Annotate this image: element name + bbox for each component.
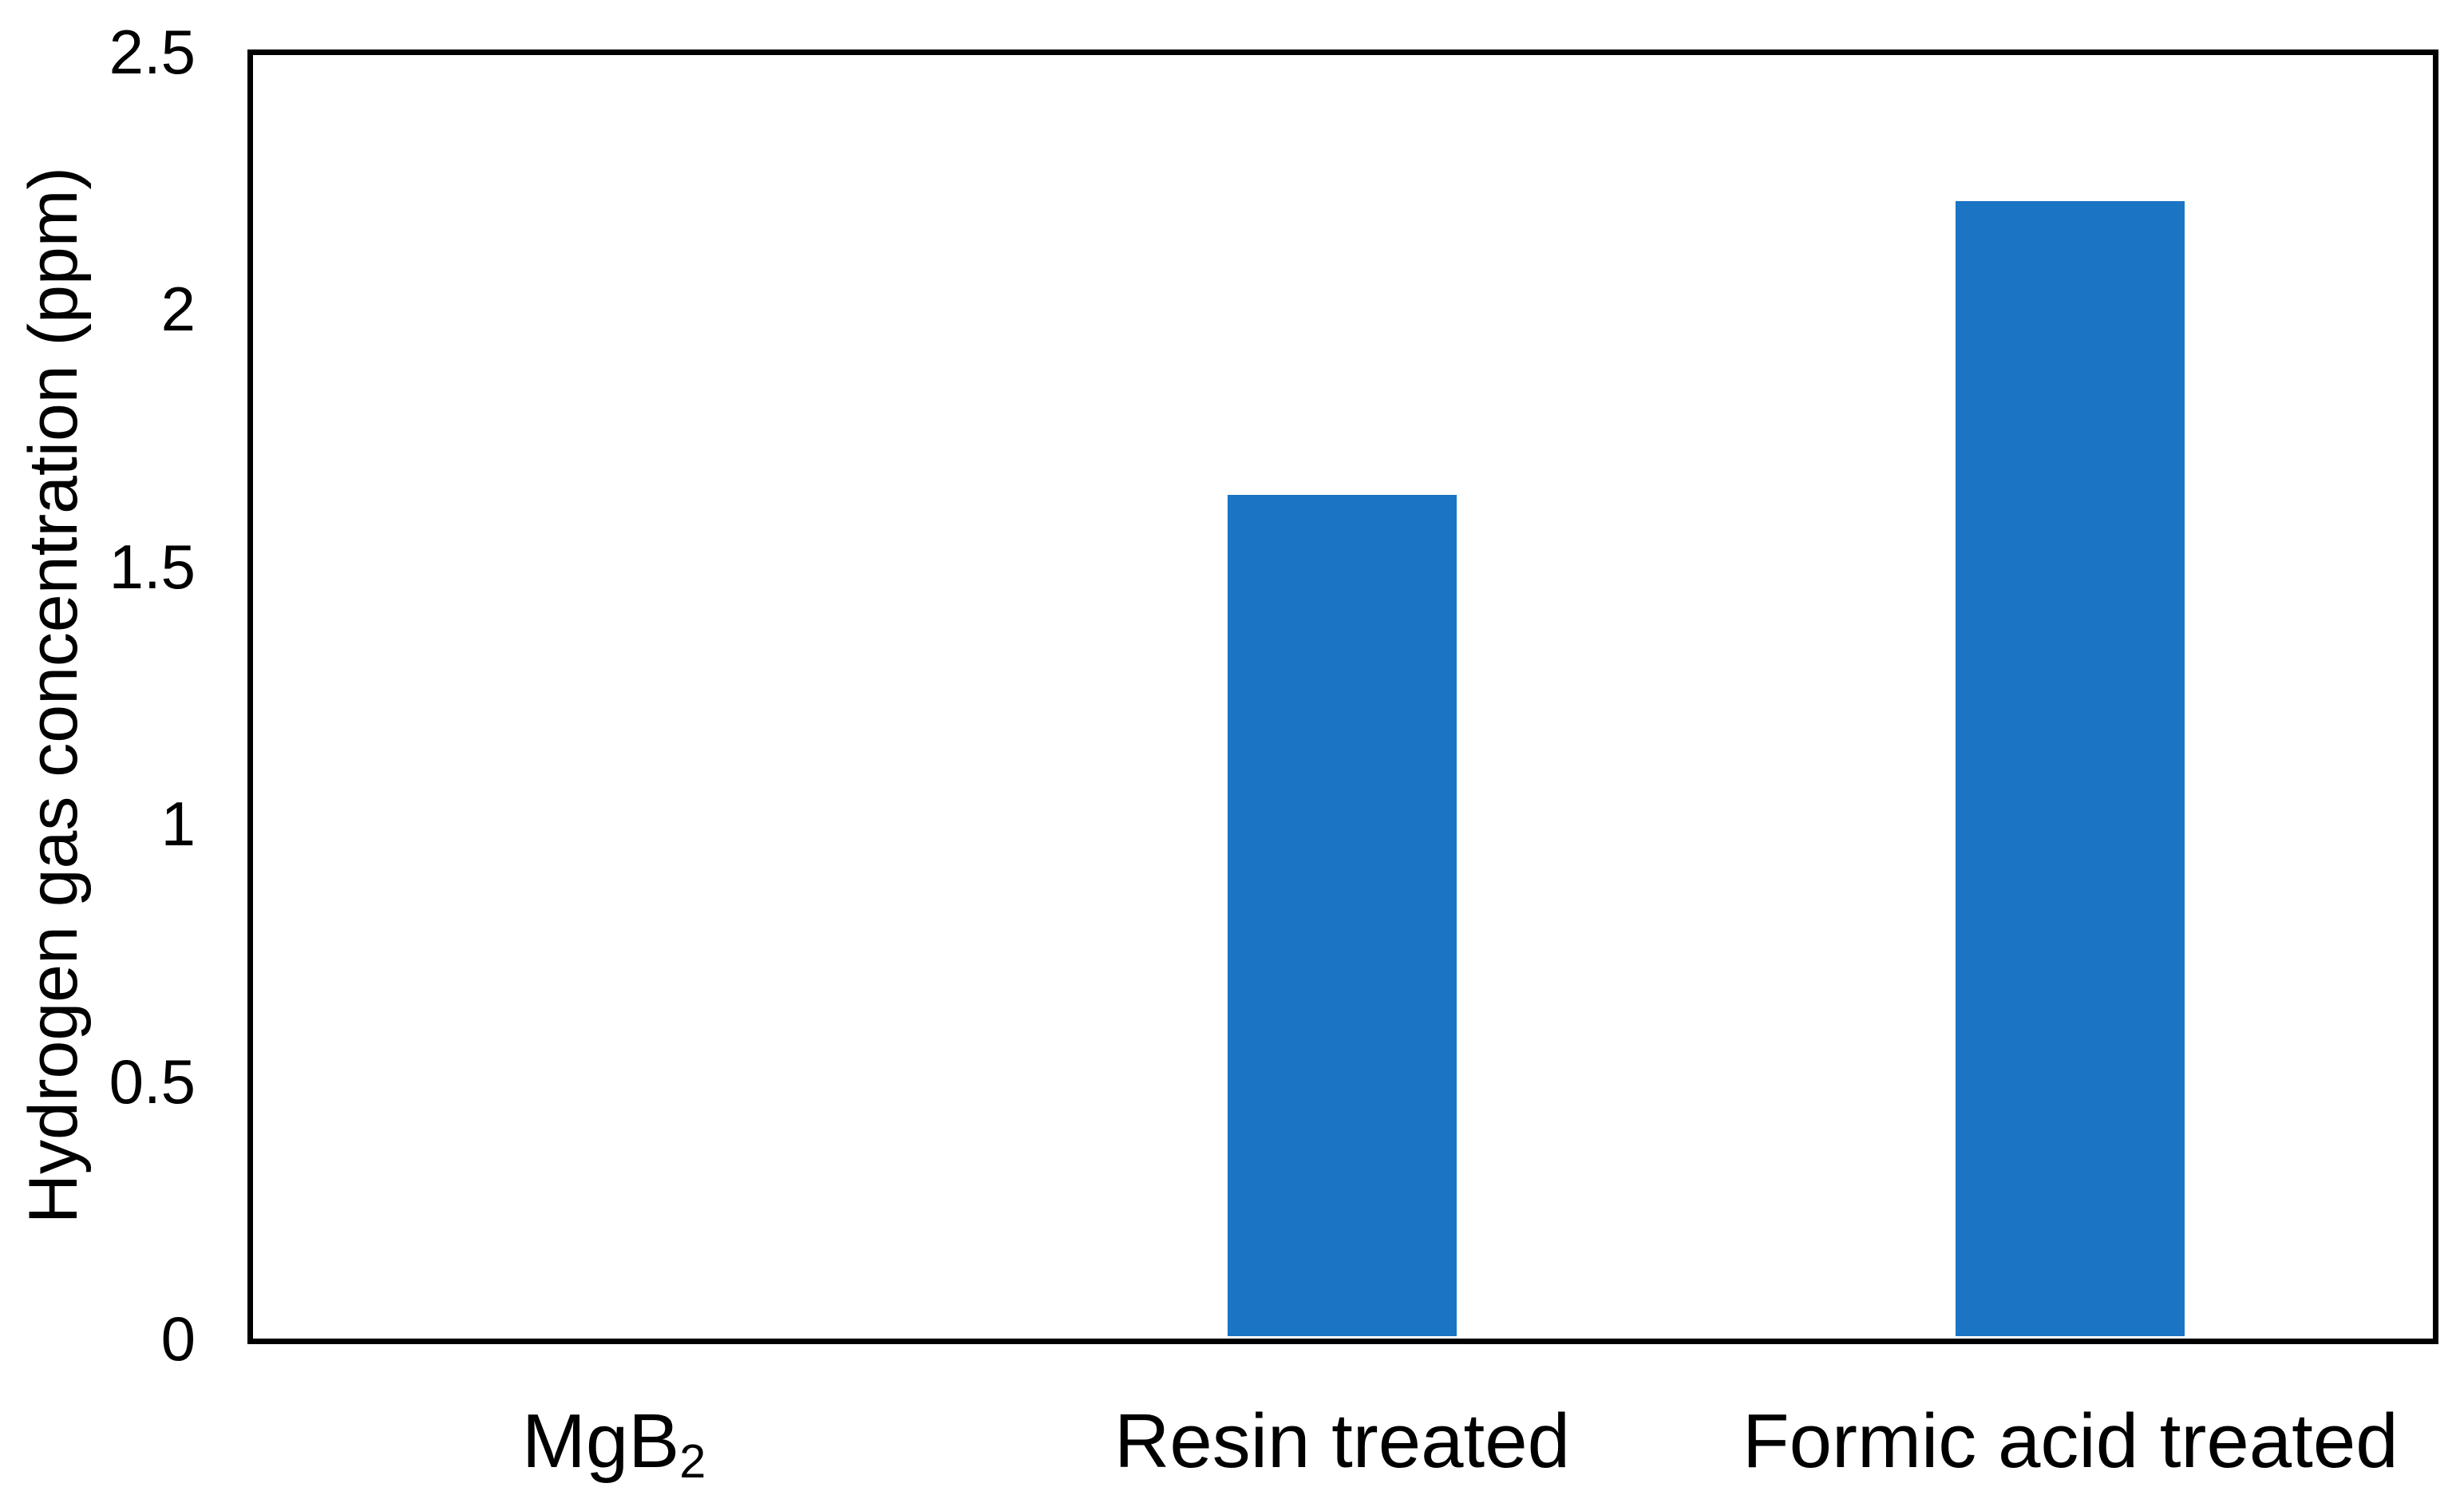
x-category-label-text: MgB bbox=[521, 1398, 680, 1484]
y-tick-label-2-5: 2.5 bbox=[109, 17, 196, 87]
x-category-label-text: Resin treated bbox=[1114, 1398, 1570, 1484]
x-category-label-mgb2: MgB2 bbox=[250, 1402, 978, 1485]
y-tick-label-1-5: 1.5 bbox=[109, 531, 196, 602]
y-tick-label-0-5: 0.5 bbox=[109, 1046, 196, 1117]
x-category-label-subscript: 2 bbox=[679, 1434, 706, 1489]
bar-resin-treated bbox=[1228, 494, 1457, 1336]
x-category-label-text: Formic acid treated bbox=[1742, 1398, 2399, 1484]
y-tick-label-0: 0 bbox=[160, 1303, 196, 1374]
x-category-label-resin-treated: Resin treated bbox=[978, 1402, 1706, 1481]
x-category-label-formic-acid-treated: Formic acid treated bbox=[1707, 1402, 2434, 1481]
y-tick-label-1: 1 bbox=[160, 789, 196, 860]
y-tick-label-2: 2 bbox=[160, 274, 196, 345]
bar-formic-acid-treated bbox=[1956, 200, 2185, 1336]
